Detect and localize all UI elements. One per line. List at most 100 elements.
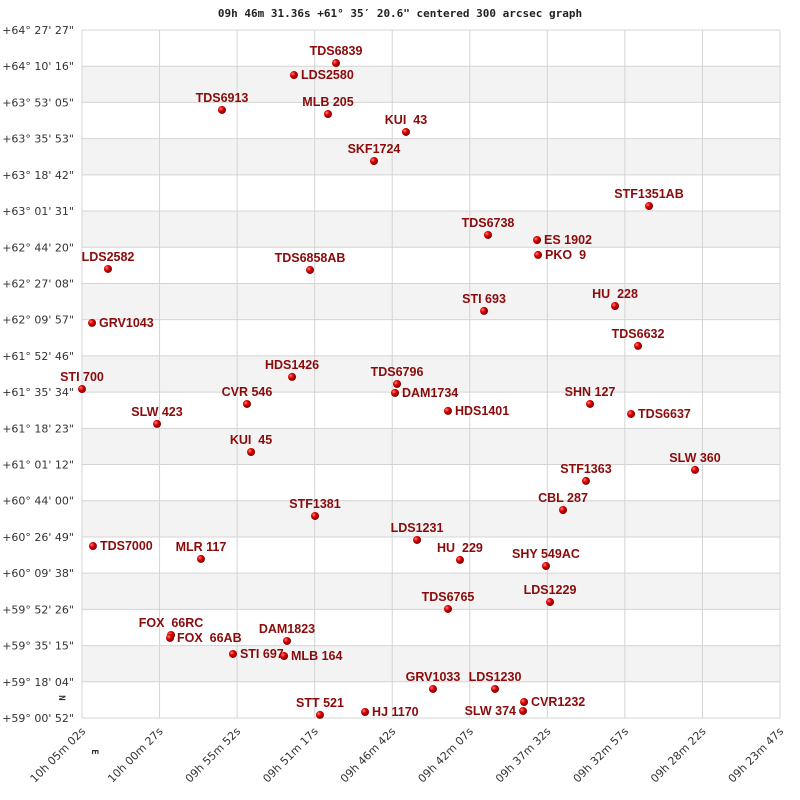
star-marker: LDS1231 (391, 521, 444, 544)
star-marker: TDS6858AB (275, 251, 345, 274)
star-dot (541, 561, 550, 570)
star-label: PKO 9 (545, 248, 586, 262)
y-tick-label: +61° 01' 12" (2, 459, 74, 472)
star-marker: LDS1229 (524, 583, 576, 607)
star-marker: TDS6738 (462, 216, 515, 239)
star-label: STI 693 (462, 292, 506, 306)
star-label: TDS6738 (462, 216, 515, 230)
star-dot (332, 59, 341, 68)
star-marker: STI 700 (60, 370, 104, 394)
x-tick-label: 09h 37m 32s (493, 725, 554, 786)
star-marker: SLW 360 (669, 451, 721, 474)
x-tick-label: 09h 42m 07s (416, 725, 477, 786)
star-dot (310, 511, 319, 520)
star-marker: CBL 287 (538, 491, 588, 515)
star-marker: STF1363 (560, 462, 612, 485)
star-marker: MLB 205 (302, 95, 354, 118)
star-label: HU 229 (437, 541, 483, 555)
star-label: GRV1043 (99, 316, 154, 330)
star-label: TDS7000 (100, 539, 153, 553)
star-dot (282, 636, 291, 645)
star-marker: TDS6765 (422, 590, 474, 613)
star-dot (401, 127, 410, 136)
star-marker: KUI 43 (385, 113, 427, 136)
star-marker: KUI 45 (230, 433, 272, 456)
star-label: STT 521 (296, 696, 344, 710)
star-label: CVR 546 (222, 385, 273, 399)
star-label: LDS1231 (391, 521, 444, 535)
star-dot (533, 236, 542, 245)
star-dot (361, 707, 370, 716)
star-label: TDS6913 (196, 91, 249, 105)
star-label: CVR1232 (531, 695, 585, 709)
star-dot (315, 710, 324, 719)
star-dot (288, 372, 297, 381)
star-label: ES 1902 (544, 233, 592, 247)
star-label: SLW 423 (131, 405, 182, 419)
star-marker: TDS6637 (627, 407, 691, 421)
y-tick-label: +59° 18' 04" (2, 676, 74, 689)
star-label: FOX 66AB (177, 631, 242, 645)
band (82, 428, 780, 465)
plot-bands (82, 30, 780, 718)
band (82, 573, 780, 610)
y-tick-label: +59° 52' 26" (2, 603, 74, 616)
y-tick-label: +60° 26' 49" (2, 531, 74, 544)
star-marker: TDS7000 (88, 539, 153, 553)
y-tick-label: +59° 35' 15" (2, 640, 74, 653)
star-marker: TDS6913 (196, 91, 249, 114)
star-marker: SLW 423 (131, 405, 183, 428)
east-marker: E (89, 749, 99, 754)
star-dot (455, 555, 464, 564)
star-marker: LDS2580 (289, 68, 354, 82)
star-marker: STI 697 (228, 647, 284, 661)
star-marker: STT 521 (296, 696, 344, 719)
star-dot (559, 506, 568, 515)
star-label: DAM1734 (402, 386, 458, 400)
star-dot (77, 385, 86, 394)
star-dot (546, 598, 555, 607)
star-dot (519, 706, 528, 715)
star-label: LDS2580 (301, 68, 354, 82)
star-dot (634, 341, 643, 350)
star-label: KUI 43 (385, 113, 427, 127)
star-marker: ES 1902 (533, 233, 592, 247)
chart-title: 09h 46m 31.36s +61° 35′ 20.6" centered 3… (218, 7, 582, 20)
star-dot (581, 476, 590, 485)
x-tick-label: 09h 23m 47s (726, 725, 787, 786)
star-marker: LDS1230 (469, 670, 521, 693)
star-marker: GRV1033 (406, 670, 460, 693)
star-dot (627, 409, 636, 418)
y-tick-label: +61° 18' 23" (2, 422, 74, 435)
star-label: LDS2582 (82, 250, 135, 264)
band (82, 211, 780, 248)
y-tick-label: +62° 27' 08" (2, 277, 74, 290)
band (82, 138, 780, 175)
y-tick-label: +62° 09' 57" (2, 314, 74, 327)
y-tick-label: +63° 35' 53" (2, 133, 74, 146)
star-dot (88, 318, 97, 327)
star-dot (228, 649, 237, 658)
star-dot (153, 419, 162, 428)
star-dot (483, 230, 492, 239)
star-label: KUI 45 (230, 433, 272, 447)
star-label: MLB 164 (291, 649, 342, 663)
star-dot (103, 264, 112, 273)
star-marker: DAM1823 (259, 622, 315, 645)
star-dot (247, 447, 256, 456)
star-label: STI 700 (60, 370, 104, 384)
star-dot (217, 105, 226, 114)
band (82, 66, 780, 103)
star-label: SKF1724 (348, 142, 401, 156)
star-marker: HU 229 (437, 541, 483, 564)
star-marker: MLB 164 (280, 649, 342, 663)
star-marker: SHN 127 (565, 385, 615, 408)
star-marker: SKF1724 (348, 142, 401, 166)
y-tick-label: +60° 09' 38" (2, 567, 74, 580)
star-marker: TDS6796 (371, 365, 423, 388)
star-marker: HDS1401 (443, 404, 509, 418)
star-marker: TDS6839 (310, 44, 362, 68)
star-dot (280, 651, 289, 660)
band (82, 645, 780, 682)
x-tick-label: 09h 46m 42s (338, 725, 399, 786)
